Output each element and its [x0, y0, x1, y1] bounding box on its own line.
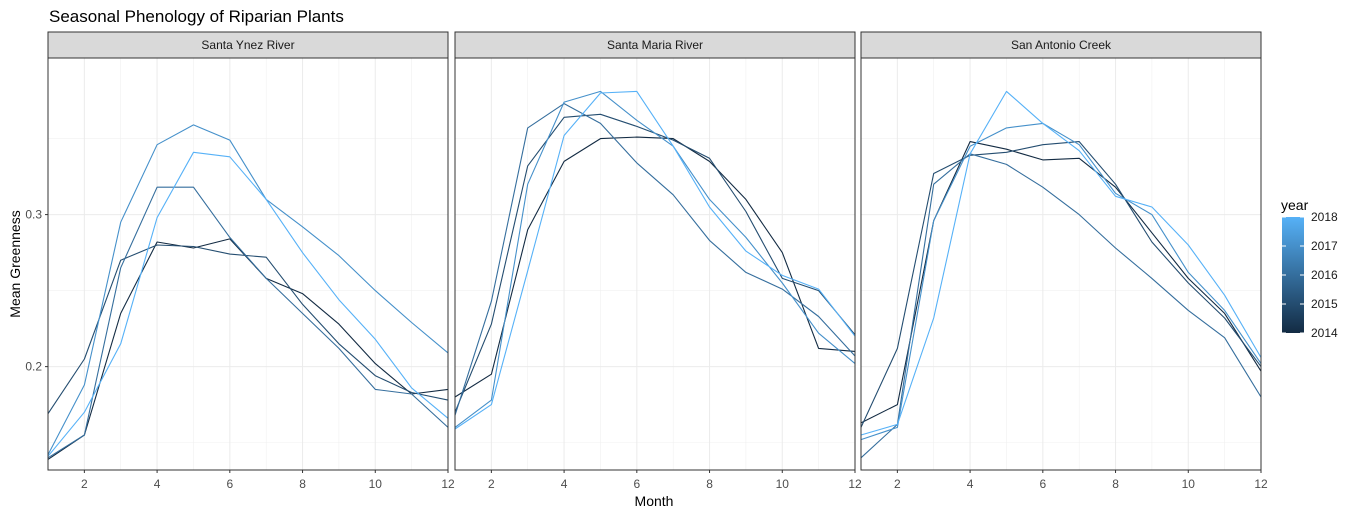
legend-title: year	[1281, 197, 1309, 213]
panel-santa-ynez-river: Santa Ynez River 2 4 6 8 10 12 0.2 0.3	[25, 31, 455, 491]
series-line-2015	[47, 244, 449, 415]
series-line-2018	[454, 90, 856, 430]
facet-strip	[47, 31, 449, 59]
color-legend: year 2018 2017 2016 2015 2014	[1281, 197, 1338, 340]
panel-border	[860, 57, 1262, 471]
y-axis-title: Mean Greenness	[7, 210, 23, 317]
panel-santa-maria-river: Santa Maria River 2 4 6 8 10 12	[454, 31, 862, 491]
x-tick-label: 12	[848, 477, 862, 491]
x-tick-label: 4	[561, 477, 568, 491]
x-tick-label: 10	[776, 477, 790, 491]
facet-strip	[860, 31, 1262, 59]
series-line-2016	[47, 186, 449, 459]
legend-tick-label: 2016	[1311, 268, 1338, 282]
x-tick-label: 8	[299, 477, 306, 491]
series-line-2015	[454, 113, 856, 413]
facet-label: Santa Maria River	[607, 38, 703, 52]
legend-tick-label: 2018	[1311, 210, 1338, 224]
panels: Santa Ynez River 2 4 6 8 10 12 0.2 0.3 Santa Mari…	[25, 31, 1268, 491]
x-tick-label: 6	[633, 477, 640, 491]
legend-colorbar	[1282, 217, 1304, 333]
legend-tick-label: 2017	[1311, 239, 1338, 253]
series-line-2014	[860, 141, 1262, 424]
x-axis-title: Month	[635, 493, 674, 509]
x-tick-label: 4	[154, 477, 161, 491]
x-tick-label: 2	[81, 477, 88, 491]
x-tick-label: 12	[441, 477, 455, 491]
panel-san-antonio-creek: San Antonio Creek 2 4 6 8 10 12	[860, 31, 1268, 491]
series-line-2017	[860, 122, 1262, 441]
panel-border	[454, 57, 856, 471]
series-line-2017	[47, 124, 449, 456]
facet-label: Santa Ynez River	[201, 38, 294, 52]
series-line-2017	[454, 90, 856, 428]
series-line-2016	[860, 153, 1262, 459]
facet-label: San Antonio Creek	[1011, 38, 1112, 52]
series-line-2014	[47, 238, 449, 460]
x-tick-label: 2	[488, 477, 495, 491]
x-tick-label: 4	[967, 477, 974, 491]
series-line-2018	[860, 90, 1262, 436]
panel-border	[47, 57, 449, 471]
x-tick-label: 10	[369, 477, 383, 491]
x-tick-label: 6	[1039, 477, 1046, 491]
series-line-2015	[860, 141, 1262, 428]
x-tick-label: 8	[706, 477, 713, 491]
x-tick-label: 10	[1182, 477, 1196, 491]
legend-tick-label: 2015	[1311, 297, 1338, 311]
series-line-2014	[454, 136, 856, 398]
series-line-2018	[47, 151, 449, 457]
series-line-2016	[454, 103, 856, 416]
chart-title: Seasonal Phenology of Riparian Plants	[49, 7, 344, 26]
y-tick-label: 0.2	[25, 360, 42, 374]
x-tick-label: 2	[894, 477, 901, 491]
x-tick-label: 6	[226, 477, 233, 491]
x-tick-label: 12	[1254, 477, 1268, 491]
legend-tick-label: 2014	[1311, 326, 1338, 340]
y-tick-label: 0.3	[25, 208, 42, 222]
x-tick-label: 8	[1112, 477, 1119, 491]
